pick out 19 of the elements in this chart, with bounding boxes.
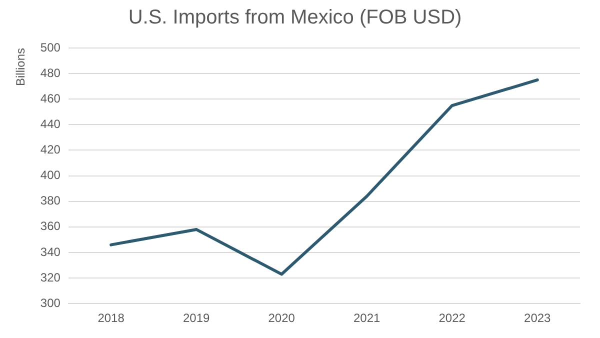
y-tick-label: 380 bbox=[40, 194, 61, 208]
x-tick-label: 2019 bbox=[182, 311, 210, 326]
y-tick-label: 400 bbox=[40, 168, 61, 182]
y-tick-label: 500 bbox=[40, 40, 61, 54]
y-tick-label: 300 bbox=[40, 296, 61, 310]
y-tick-label: 320 bbox=[40, 270, 61, 284]
y-axis-title: Billions bbox=[14, 48, 28, 86]
y-tick-label: 340 bbox=[40, 244, 61, 259]
x-tick-label: 2022 bbox=[438, 311, 466, 326]
y-tick-label: 360 bbox=[40, 219, 61, 234]
x-tick-label: 2018 bbox=[98, 311, 125, 326]
chart-title: U.S. Imports from Mexico (FOB USD) bbox=[128, 6, 462, 29]
x-tick-label: 2023 bbox=[524, 311, 552, 326]
y-tick-label: 420 bbox=[40, 142, 61, 157]
y-tick-label: 480 bbox=[40, 66, 61, 80]
x-tick-label: 2021 bbox=[353, 311, 381, 326]
y-tick-label: 440 bbox=[40, 116, 61, 131]
x-tick-label: 2020 bbox=[268, 311, 296, 326]
y-tick-label: 460 bbox=[40, 91, 61, 106]
